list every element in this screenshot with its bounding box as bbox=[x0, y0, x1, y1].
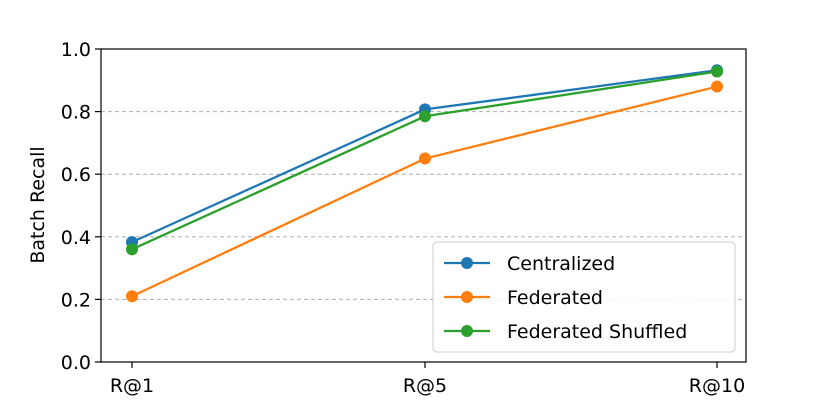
legend: Centralized Federated Federated Shuffled bbox=[432, 241, 736, 353]
x-tick-label: R@10 bbox=[689, 375, 745, 397]
x-tick-label: R@5 bbox=[403, 375, 447, 397]
legend-box bbox=[432, 241, 736, 353]
data-point bbox=[126, 290, 138, 303]
legend-marker bbox=[461, 257, 473, 269]
data-point bbox=[711, 65, 723, 78]
x-tick-label: R@1 bbox=[110, 375, 154, 397]
series-group bbox=[126, 64, 723, 303]
data-point bbox=[419, 110, 431, 123]
plot-frame bbox=[100, 48, 747, 363]
y-tick-label: 0.0 bbox=[61, 352, 91, 374]
legend-label: Federated bbox=[507, 287, 603, 309]
y-tick-label: 1.0 bbox=[61, 39, 91, 61]
legend-marker bbox=[461, 291, 473, 303]
y-axis-label: Batch Recall bbox=[27, 146, 49, 263]
data-point bbox=[126, 243, 138, 256]
legend-marker bbox=[461, 325, 473, 337]
data-point bbox=[711, 80, 723, 93]
y-tick-label: 0.4 bbox=[61, 227, 91, 249]
data-point bbox=[419, 152, 431, 165]
x-axis: R@1 R@5 R@10 bbox=[110, 362, 745, 397]
y-tick-label: 0.2 bbox=[61, 289, 91, 311]
y-tick-label: 0.6 bbox=[61, 164, 91, 186]
y-tick-label: 0.8 bbox=[61, 102, 91, 124]
legend-label: Federated Shuffled bbox=[507, 321, 687, 343]
y-axis: 0.0 0.2 0.4 0.6 0.8 1.0 bbox=[61, 39, 101, 374]
legend-label: Centralized bbox=[507, 253, 615, 275]
